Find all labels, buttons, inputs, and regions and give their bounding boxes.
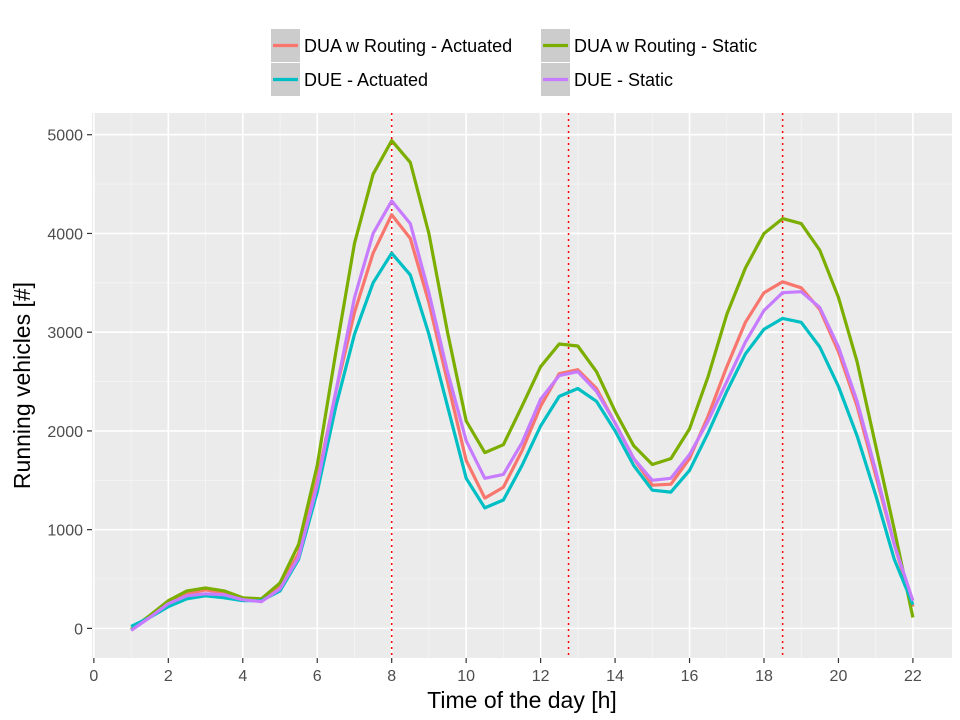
y-tick-label: 5000 bbox=[47, 128, 83, 145]
major-gridlines bbox=[92, 113, 952, 658]
legend-label: DUE - Actuated bbox=[304, 70, 428, 90]
minor-gridlines bbox=[92, 113, 952, 658]
y-tick-label: 1000 bbox=[47, 523, 83, 540]
x-axis: 0 2 4 6 8 10 12 14 16 18 20 22 bbox=[89, 658, 922, 685]
x-tick-label: 20 bbox=[830, 668, 848, 685]
series-line-2 bbox=[130, 139, 915, 631]
plot-panel bbox=[92, 113, 952, 658]
legend-label: DUA w Routing - Actuated bbox=[304, 36, 512, 56]
legend-item: DUE - Actuated bbox=[271, 63, 428, 96]
legend-item: DUA w Routing - Actuated bbox=[271, 29, 512, 62]
y-tick-label: 3000 bbox=[47, 325, 83, 342]
x-tick-label: 4 bbox=[238, 668, 247, 685]
legend-item: DUE - Static bbox=[541, 63, 673, 96]
y-axis: 0 1000 2000 3000 4000 5000 bbox=[47, 128, 92, 638]
x-tick-label: 6 bbox=[313, 668, 322, 685]
x-tick-label: 22 bbox=[904, 668, 922, 685]
x-tick-label: 18 bbox=[755, 668, 773, 685]
series-line-4 bbox=[130, 199, 915, 632]
x-tick-label: 2 bbox=[164, 668, 173, 685]
legend-label: DUA w Routing - Static bbox=[574, 36, 757, 56]
y-tick-label: 4000 bbox=[47, 226, 83, 243]
y-tick-label: 0 bbox=[74, 621, 83, 638]
x-axis-title: Time of the day [h] bbox=[427, 687, 617, 713]
legend: DUA w Routing - Actuated DUA w Routing - … bbox=[271, 29, 757, 96]
x-tick-label: 0 bbox=[89, 668, 98, 685]
legend-label: DUE - Static bbox=[574, 70, 673, 90]
x-tick-label: 12 bbox=[532, 668, 550, 685]
x-tick-label: 8 bbox=[387, 668, 396, 685]
x-tick-label: 16 bbox=[681, 668, 699, 685]
y-tick-label: 2000 bbox=[47, 424, 83, 441]
legend-item: DUA w Routing - Static bbox=[541, 29, 757, 62]
x-tick-label: 10 bbox=[457, 668, 475, 685]
series-lines bbox=[130, 139, 915, 632]
y-axis-title: Running vehicles [#] bbox=[9, 282, 35, 489]
x-tick-label: 14 bbox=[606, 668, 624, 685]
